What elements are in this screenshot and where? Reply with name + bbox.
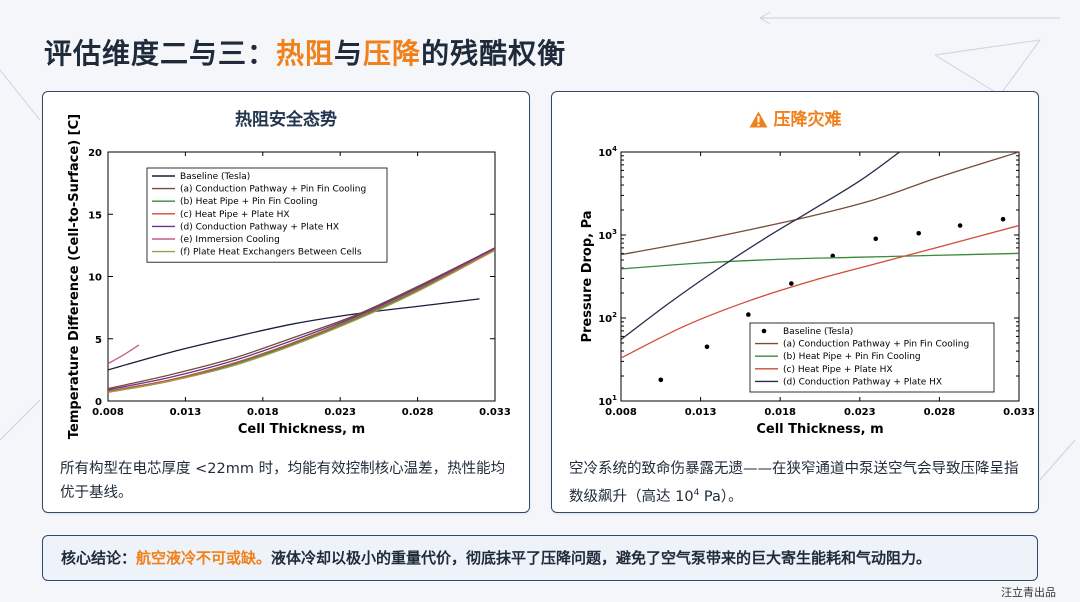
series-baseline-tesla-point	[916, 230, 922, 236]
legend-label: (e) Immersion Cooling	[180, 235, 280, 245]
legend-label: (f) Plate Heat Exchangers Between Cells	[180, 248, 362, 258]
series-c-heat-pipe-plate-hx-line	[621, 224, 1019, 359]
pressure-chart: 0.008 0.013 0.018 0.023 0.028 0.033 101 102 103 1…	[580, 145, 1035, 437]
pressure-panel-title-text: 压降灾难	[773, 110, 842, 130]
legend-label: (c) Heat Pipe + Plate HX	[783, 365, 893, 375]
legend-label: (a) Conduction Pathway + Pin Fin Cooling	[180, 185, 366, 195]
pressure-panel: 压降灾难 0.008 0.013 0.018 0.023 0.028 0.033 101 10…	[551, 91, 1039, 513]
conclusion-body: 液体冷却以极小的重量代价，彻底抹平了压降问题，避免了空气泵带来的巨大寄生能耗和气…	[271, 549, 932, 567]
series-baseline-tesla-point	[658, 377, 664, 383]
y-axis-title: Temperature Difference (Cell-to-Surface)…	[67, 114, 82, 439]
legend-label: (b) Heat Pipe + Pin Fin Cooling	[783, 352, 921, 362]
x-tick-label: 0.018	[764, 407, 796, 418]
series-baseline-tesla-point	[873, 236, 879, 242]
legend: Baseline (Tesla) (a) Conduction Pathway +…	[749, 322, 995, 393]
legend-label: Baseline (Tesla)	[783, 327, 853, 337]
y-tick-label: 102	[598, 311, 617, 325]
thermal-panel-title: 热阻安全态势	[235, 110, 337, 130]
series-baseline-tesla-point	[1000, 216, 1006, 222]
series-c-heat-pipe-plate-hx-line	[108, 248, 495, 392]
series-baseline-tesla-point	[704, 344, 710, 350]
x-tick-label: 0.033	[479, 407, 511, 418]
thermal-chart: 0.008 0.013 0.018 0.023 0.028 0.033 0 5 10 15 20 Ce…	[67, 114, 511, 439]
legend-label: (d) Conduction Pathway + Plate HX	[180, 222, 339, 232]
series-group	[108, 247, 495, 393]
thermal-panel: 热阻安全态势 0.008 0.013 0.018 0.023 0.028 0.033 0 5 1…	[42, 91, 530, 513]
thermal-caption: 所有构型在电芯厚度 <22mm 时，均能有效控制核心温差，热性能均优于基线。	[60, 461, 506, 501]
series-f-plate-heat-exchangers-between-cells-line	[108, 249, 495, 393]
legend-box	[749, 322, 995, 393]
series-a-conduction-pathway-pin-fin-cooling-line	[621, 152, 1019, 256]
legend-box	[146, 167, 388, 263]
y-tick-label: 20	[88, 148, 102, 159]
plot-frame	[620, 151, 1020, 402]
y-tick-label: 104	[598, 145, 617, 159]
series-a-conduction-pathway-pin-fin-cooling-line	[108, 247, 495, 390]
legend: Baseline (Tesla) (a) Conduction Pathway +…	[146, 167, 388, 263]
pressure-caption: 空冷系统的致命伤暴露无遗——在狭窄通道中泵送空气会导致压降呈指数级飙升（高达 1…	[569, 457, 1021, 509]
y-tick-exponent: 4	[612, 145, 617, 153]
pressure-panel-title: 压降灾难	[552, 105, 1038, 130]
x-tick-label: 0.008	[92, 407, 124, 418]
pressure-caption-main: 空冷系统的致命伤暴露无遗——在狭窄通道中泵送空气会导致压降呈指数级飙升（高达 1…	[569, 461, 1019, 505]
legend-marker	[761, 328, 767, 334]
watermark: 汪立青出品	[1001, 586, 1056, 599]
x-tick-label: 0.028	[402, 407, 434, 418]
x-tick-label: 0.018	[247, 407, 279, 418]
series-baseline-tesla-point	[957, 223, 963, 228]
title-prefix: 评估维度二与三：	[44, 37, 277, 70]
conclusion-bar: 核心结论：航空液冷不可或缺。液体冷却以极小的重量代价，彻底抹平了压降问题，避免了…	[42, 535, 1038, 581]
title-highlight-pressure: 压降	[363, 37, 422, 70]
x-tick-label: 0.023	[844, 407, 876, 418]
x-tick-label: 0.008	[605, 407, 637, 418]
series-baseline-tesla-point	[746, 312, 751, 317]
x-axis-title: Cell Thickness, m	[238, 422, 365, 437]
y-axis-title: Pressure Drop, Pa	[580, 210, 595, 342]
series-baseline-tesla-point	[789, 281, 794, 286]
warning-icon	[749, 111, 767, 128]
legend-label: (a) Conduction Pathway + Pin Fin Cooling	[783, 340, 969, 350]
x-axis-title: Cell Thickness, m	[756, 422, 883, 437]
y-tick-label: 103	[598, 228, 617, 242]
y-tick-label: 0	[95, 397, 102, 408]
x-tick-label: 0.013	[170, 407, 202, 418]
series-d-conduction-pathway-plate-hx-line	[108, 247, 495, 391]
y-tick-exponent: 2	[612, 311, 617, 319]
series-baseline-tesla-line	[108, 298, 480, 371]
conclusion-label: 核心结论：	[61, 549, 137, 567]
series-b-heat-pipe-pin-fin-cooling-line	[108, 248, 495, 393]
y-tick-label: 101	[598, 394, 617, 408]
pressure-caption-tail: Pa）。	[699, 488, 743, 505]
y-tick-exponent: 3	[612, 228, 617, 236]
legend-label: Baseline (Tesla)	[180, 172, 250, 182]
y-tick-exponent: 1	[612, 394, 617, 402]
page-title: 评估维度二与三：热阻与压降的残酷权衡	[44, 32, 566, 72]
pressure-caption-sup: 4	[693, 488, 700, 498]
series-d-conduction-pathway-plate-hx-line	[621, 152, 900, 341]
x-tick-label: 0.013	[685, 407, 717, 418]
title-mid: 与	[334, 37, 364, 70]
x-tick-label: 0.023	[324, 407, 356, 418]
legend-label: (c) Heat Pipe + Plate HX	[180, 210, 290, 220]
x-tick-label: 0.028	[924, 407, 956, 418]
y-tick-label: 10	[88, 273, 102, 284]
title-highlight-thermal: 热阻	[276, 37, 335, 70]
conclusion-highlight: 航空液冷不可或缺。	[136, 549, 272, 567]
y-tick-label: 15	[88, 210, 102, 221]
conclusion-text: 核心结论：航空液冷不可或缺。液体冷却以极小的重量代价，彻底抹平了压降问题，避免了…	[61, 547, 931, 568]
legend-label: (b) Heat Pipe + Pin Fin Cooling	[180, 197, 318, 207]
legend-label: (d) Conduction Pathway + Plate HX	[783, 377, 942, 387]
series-e-immersion-cooling-line	[108, 344, 140, 365]
series-baseline-tesla-point	[830, 253, 836, 259]
x-tick-label: 0.033	[1003, 407, 1035, 418]
title-suffix: 的残酷权衡	[421, 37, 567, 70]
series-group	[621, 152, 1019, 383]
y-tick-label: 5	[95, 335, 102, 346]
series-b-heat-pipe-pin-fin-cooling-line	[621, 252, 1019, 270]
